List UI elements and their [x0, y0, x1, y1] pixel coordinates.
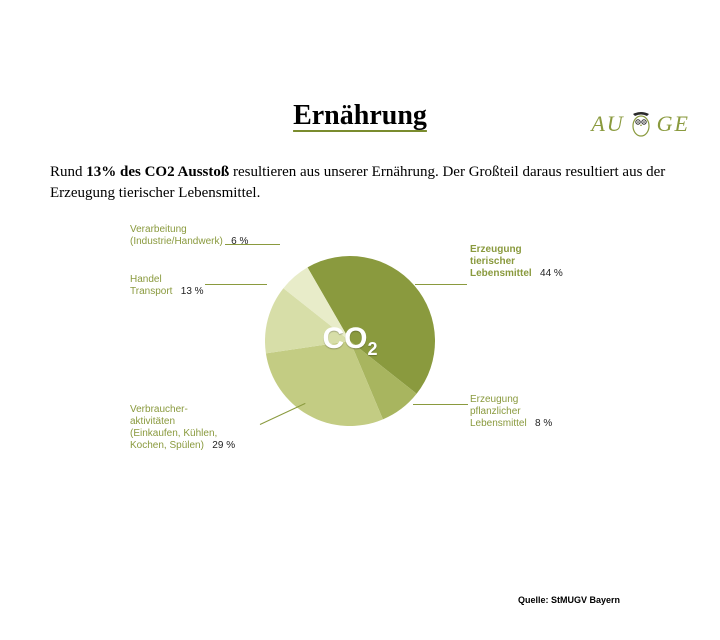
intro-text: Rund 13% des CO2 Ausstoß resultieren aus…	[50, 162, 670, 204]
ann-trade: Handel Transport 13 %	[130, 274, 220, 298]
leader-process	[225, 244, 280, 245]
intro-bold: 13% des CO2 Ausstoß	[86, 164, 229, 180]
ann-consumer: Verbraucher- aktivitäten (Einkaufen, Küh…	[130, 404, 280, 452]
intro-lead: Rund	[50, 164, 86, 180]
leader-plant	[413, 404, 468, 405]
leader-animal	[415, 284, 467, 285]
logo: AU GE	[591, 110, 690, 138]
ann-plant: Erzeugung pflanzlicher Lebensmittel 8 %	[470, 394, 580, 430]
logo-left: AU	[591, 111, 624, 137]
owl-icon	[627, 110, 655, 138]
pie-svg	[265, 256, 435, 426]
leader-trade	[205, 284, 267, 285]
ann-animal: Erzeugung tierischer Lebensmittel 44 %	[470, 244, 580, 280]
co2-pie-chart: CO2 Verarbeitung (Industrie/Handwerk) 6 …	[130, 224, 590, 464]
logo-right: GE	[657, 111, 690, 137]
source-text: Quelle: StMUGV Bayern	[518, 595, 620, 605]
